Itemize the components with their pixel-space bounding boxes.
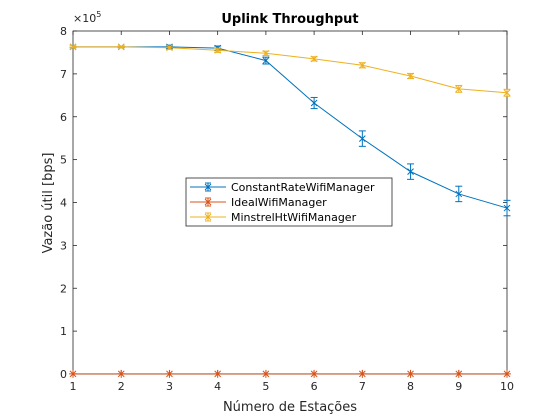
data-point: [214, 46, 222, 54]
data-point: [503, 369, 511, 378]
legend-entry-IdealWifiManager: IdealWifiManager: [190, 196, 327, 209]
data-point: [358, 61, 366, 69]
data-point: [455, 85, 463, 93]
x-axis-title: Número de Estações: [223, 400, 357, 415]
chart-title: Uplink Throughput: [221, 12, 358, 27]
x-tick-label: 4: [214, 380, 221, 393]
x-tick-label: 2: [118, 380, 125, 393]
legend-label: IdealWifiManager: [231, 196, 327, 209]
y-tick-label: 0: [60, 368, 67, 381]
x-tick-label: 10: [500, 380, 514, 393]
y-exponent-label: ×105: [73, 10, 101, 25]
series-line: [73, 46, 508, 94]
data-point: [358, 135, 366, 142]
data-point: [358, 369, 367, 378]
data-point: [262, 49, 270, 57]
x-tick-label: 8: [407, 380, 414, 393]
data-point: [310, 99, 318, 107]
series-MinstrelHtWifiManager: [69, 43, 511, 97]
data-point: [503, 204, 511, 212]
data-point: [310, 55, 318, 63]
x-tick-label: 5: [262, 380, 269, 393]
y-tick-label: 6: [60, 111, 67, 124]
data-point: [455, 190, 463, 198]
data-point: [454, 369, 463, 378]
y-tick-label: 3: [60, 239, 67, 252]
data-point: [503, 89, 511, 97]
legend-label: MinstrelHtWifiManager: [231, 211, 357, 224]
y-tick-label: 2: [60, 282, 67, 295]
data-point: [69, 43, 77, 51]
x-tick-label: 9: [455, 380, 462, 393]
data-point: [117, 43, 125, 51]
legend-label: ConstantRateWifiManager: [231, 181, 375, 194]
x-tick-label: 7: [359, 380, 366, 393]
y-exponent-power: 5: [96, 10, 101, 19]
legend: ConstantRateWifiManager IdealWifiManager M…: [185, 177, 393, 227]
y-tick-label: 8: [60, 25, 67, 38]
series-IdealWifiManager: [69, 369, 511, 378]
data-point: [262, 57, 270, 64]
data-point: [69, 369, 77, 378]
data-point: [407, 72, 414, 80]
data-point: [407, 168, 414, 175]
x-tick-label: 6: [311, 380, 318, 393]
data-point: [406, 369, 415, 378]
data-point: [261, 369, 270, 378]
y-tick-label: 1: [60, 325, 67, 338]
data-point: [165, 369, 174, 378]
y-axis-title: Vazão útil [bps]: [41, 153, 56, 254]
y-tick-label: 4: [60, 197, 67, 210]
x-tick-label: 1: [70, 380, 77, 393]
legend-entry-MinstrelHtWifiManager: MinstrelHtWifiManager: [190, 211, 357, 224]
series-layer: [69, 43, 511, 378]
legend-entry-ConstantRateWifiManager: ConstantRateWifiManager: [190, 181, 375, 194]
y-tick-label: 5: [60, 154, 67, 167]
data-point: [213, 369, 222, 378]
data-point: [117, 369, 126, 378]
data-point: [310, 369, 319, 378]
y-exponent-base: ×10: [73, 12, 96, 25]
x-tick-label: 3: [166, 380, 173, 393]
data-point: [166, 44, 173, 52]
y-tick-label: 7: [60, 68, 67, 81]
